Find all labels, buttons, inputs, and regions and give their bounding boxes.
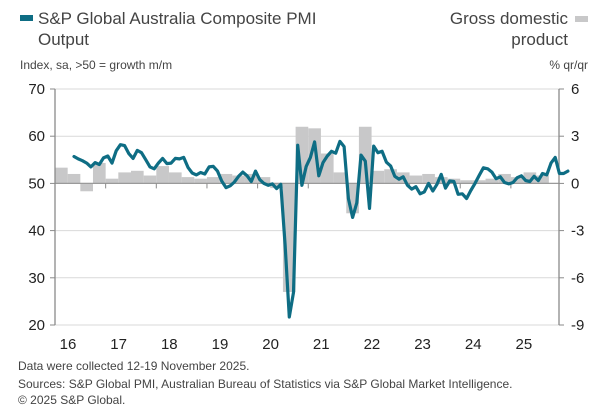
gdp-bar bbox=[460, 180, 473, 184]
x-tick-label: 20 bbox=[262, 336, 279, 353]
gdp-bar bbox=[118, 172, 131, 184]
gdp-bar bbox=[422, 173, 435, 184]
gdp-bars bbox=[55, 126, 549, 292]
gdp-bar bbox=[510, 177, 524, 184]
x-tick-label: 23 bbox=[414, 336, 431, 353]
right-tick-label: 3 bbox=[571, 128, 579, 145]
x-tick-label: 19 bbox=[212, 336, 229, 353]
gdp-bar bbox=[498, 173, 511, 184]
gdp-bar bbox=[55, 167, 68, 184]
legend-pmi: S&P Global Australia Composite PMI Outpu… bbox=[20, 8, 316, 50]
right-tick-label: -3 bbox=[571, 223, 584, 240]
left-tick-label: 30 bbox=[28, 270, 45, 287]
right-axis-unit: % qr/qr bbox=[549, 58, 588, 72]
gdp-bar bbox=[371, 170, 385, 184]
footer-data-note: Data were collected 12-19 November 2025. bbox=[18, 359, 250, 373]
gdp-bar bbox=[92, 162, 106, 184]
gdp-bar bbox=[219, 173, 233, 184]
gdp-bar bbox=[156, 166, 169, 184]
right-tick-label: -9 bbox=[571, 317, 584, 334]
legend-gdp: Gross domestic product bbox=[449, 8, 588, 50]
gdp-bar bbox=[358, 126, 372, 184]
gdp-bar bbox=[434, 177, 448, 184]
gdp-bar bbox=[536, 175, 549, 184]
left-tick-label: 60 bbox=[28, 128, 45, 145]
footer-copyright: © 2025 S&P Global. bbox=[18, 393, 126, 407]
gdp-legend-swatch bbox=[575, 16, 588, 22]
right-tick-label: 0 bbox=[571, 175, 579, 192]
gdp-bar bbox=[333, 172, 347, 184]
gdp-bar bbox=[168, 172, 182, 184]
x-tick-label: 21 bbox=[313, 336, 330, 353]
gdp-bar bbox=[409, 175, 423, 184]
gdp-legend-label-line2: product bbox=[511, 30, 568, 49]
gdp-bar bbox=[130, 170, 144, 184]
left-tick-label: 70 bbox=[28, 81, 45, 98]
gdp-bar bbox=[232, 175, 245, 184]
x-tick-label: 17 bbox=[110, 336, 127, 353]
gdp-bar bbox=[143, 175, 157, 184]
gdp-bar bbox=[206, 177, 220, 184]
footer-sources: Sources: S&P Global PMI, Australian Bure… bbox=[18, 377, 513, 391]
gdp-bar bbox=[472, 180, 486, 184]
axes bbox=[50, 88, 564, 326]
right-tick-label: 6 bbox=[571, 81, 579, 98]
left-tick-label: 20 bbox=[28, 317, 45, 334]
x-tick-label: 25 bbox=[516, 336, 533, 353]
x-tick-label: 16 bbox=[60, 336, 77, 353]
gridlines bbox=[55, 88, 559, 326]
gdp-bar bbox=[270, 183, 283, 189]
gdp-legend-label: Gross domestic bbox=[449, 9, 568, 28]
left-tick-label: 40 bbox=[28, 223, 45, 240]
left-tick-label: 50 bbox=[28, 175, 45, 192]
right-tick-label: -6 bbox=[571, 270, 584, 287]
left-axis-unit: Index, sa, >50 = growth m/m bbox=[20, 58, 173, 72]
gdp-bar bbox=[194, 178, 207, 184]
pmi-legend-label: S&P Global Australia Composite PMI bbox=[38, 9, 317, 28]
gdp-bar bbox=[67, 173, 81, 184]
gdp-bar bbox=[257, 177, 271, 184]
gdp-bar bbox=[105, 178, 119, 184]
x-tick-label: 22 bbox=[364, 336, 381, 353]
pmi-legend-label-line2: Output bbox=[38, 30, 90, 49]
gdp-bar bbox=[181, 177, 195, 184]
gdp-bar bbox=[80, 183, 93, 192]
gdp-bar bbox=[485, 178, 499, 184]
pmi-legend-swatch bbox=[20, 14, 33, 21]
tick-labels: 20 30 40 50 60 70 -9 -6 -3 0 3 6 16 17 18 19 20 21 22 23 24 2… bbox=[28, 81, 584, 353]
pmi-line bbox=[72, 139, 570, 319]
gdp-bar bbox=[523, 172, 537, 184]
x-tick-label: 24 bbox=[465, 336, 482, 353]
x-tick-label: 18 bbox=[161, 336, 178, 353]
